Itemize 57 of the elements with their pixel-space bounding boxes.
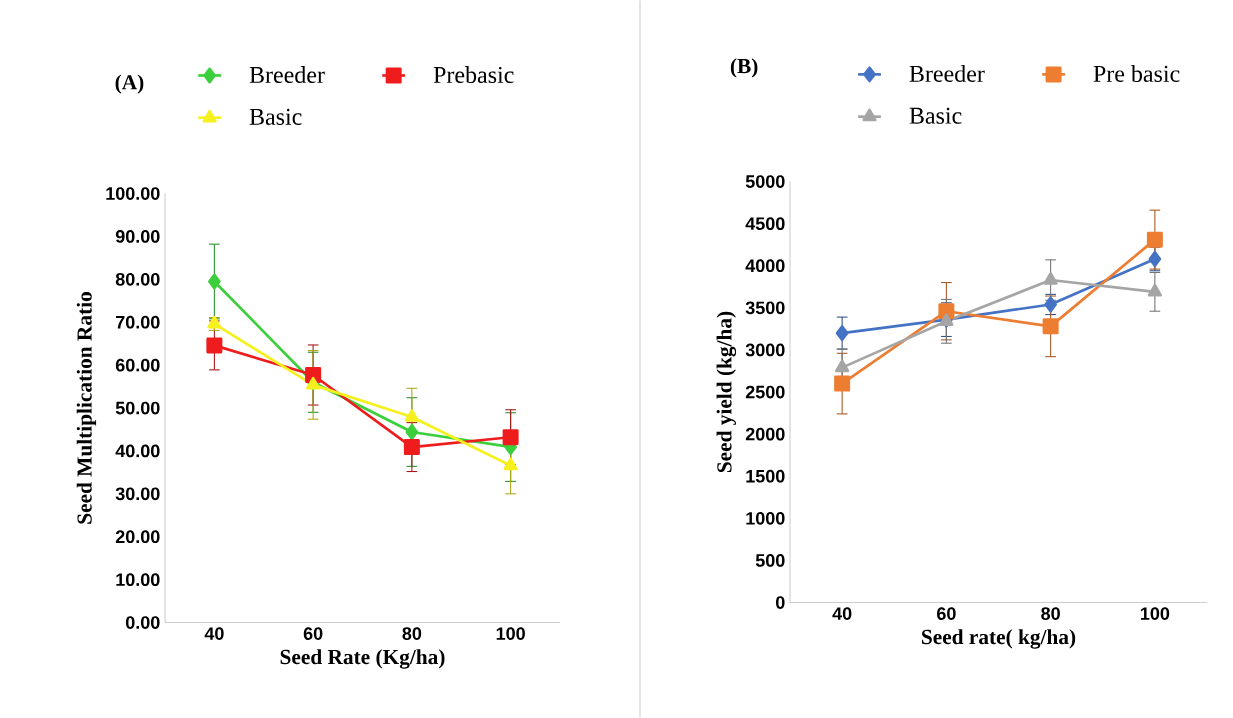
point <box>834 375 851 392</box>
point <box>404 409 419 422</box>
y-tick-label: 0.00 <box>125 616 160 629</box>
y-tick-label: 4000 <box>745 259 785 273</box>
x-tick-label: 100 <box>1140 607 1170 620</box>
y-tick-label: 60.00 <box>115 358 160 372</box>
x-tick-label: 40 <box>832 607 852 620</box>
y-tick-label: 3000 <box>745 343 785 357</box>
y-tick-label: 500 <box>755 554 785 567</box>
x-axis-title: Seed Rate (Kg/ha) <box>280 649 445 669</box>
y-tick-label: 100.00 <box>106 187 160 200</box>
y-tick-label: 40.00 <box>115 444 160 458</box>
legend-label: Pre basic <box>1093 65 1180 82</box>
x-tick-label: 80 <box>402 627 422 640</box>
x-tick-label: 80 <box>1041 607 1060 620</box>
point <box>503 457 518 471</box>
point <box>1147 283 1162 297</box>
y-tick-label: 3500 <box>745 301 785 315</box>
y-axis-title: Seed yield (kg/ha) <box>716 311 737 473</box>
point <box>835 325 849 342</box>
y-tick-label: 10.00 <box>116 573 160 586</box>
y-tick-label: 20.00 <box>115 530 160 544</box>
y-tick-label: 5000 <box>745 175 785 188</box>
point <box>1146 231 1163 248</box>
legend-label: Basic <box>909 107 962 124</box>
x-tick-label: 60 <box>937 607 956 620</box>
point <box>502 429 519 446</box>
y-tick-label: 2000 <box>745 427 785 441</box>
point <box>1043 272 1058 285</box>
y-tick-label: 0 <box>775 596 785 609</box>
x-tick-label: 60 <box>303 627 323 640</box>
y-tick-label: 1000 <box>746 511 785 525</box>
legend-label: Prebasic <box>433 66 514 83</box>
y-tick-label: 30.00 <box>115 487 160 501</box>
point <box>208 273 221 290</box>
y-tick-label: 70.00 <box>116 315 160 329</box>
point <box>405 424 419 441</box>
chart-title: (A) <box>115 74 144 94</box>
point <box>835 359 850 373</box>
point <box>1148 250 1162 267</box>
x-axis-title: Seed rate( kg/ha) <box>922 629 1076 649</box>
chart-title: (B) <box>730 58 758 78</box>
y-tick-label: 50.00 <box>115 401 160 415</box>
point <box>1042 318 1059 335</box>
x-tick-label: 40 <box>204 627 224 640</box>
y-tick-label: 1500 <box>746 469 785 483</box>
legend-label: Breeder <box>249 66 325 83</box>
y-tick-label: 90.00 <box>115 230 160 243</box>
point <box>206 337 223 354</box>
x-tick-label: 100 <box>496 627 525 640</box>
legend-label: Basic <box>249 108 302 125</box>
y-tick-label: 4500 <box>745 217 785 230</box>
y-tick-label: 80.00 <box>115 272 160 286</box>
y-axis-title: Seed Multiplication Ratio <box>76 292 97 524</box>
legend-label: Breeder <box>909 65 985 82</box>
y-tick-label: 2500 <box>745 385 785 399</box>
point <box>403 439 420 456</box>
